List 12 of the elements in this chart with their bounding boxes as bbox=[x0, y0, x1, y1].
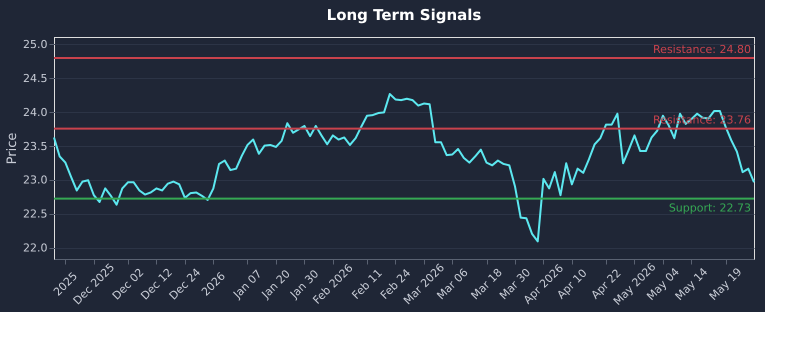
y-tick-label: 23.5 bbox=[23, 140, 48, 153]
y-tick-label: 22.0 bbox=[23, 242, 48, 255]
y-tick-label: 24.0 bbox=[23, 106, 48, 119]
y-tick-label: 25.0 bbox=[23, 38, 48, 51]
y-tick-label: 22.5 bbox=[23, 208, 48, 221]
ref-line-label: Support: 22.73 bbox=[668, 202, 751, 215]
ref-line-label: Resistance: 24.80 bbox=[653, 43, 751, 56]
y-tick-label: 24.5 bbox=[23, 72, 48, 85]
y-axis-title: Price bbox=[5, 132, 20, 164]
line-series bbox=[53, 93, 755, 242]
y-tick-label: 23.0 bbox=[23, 174, 48, 187]
chart-title: Long Term Signals bbox=[326, 6, 482, 24]
